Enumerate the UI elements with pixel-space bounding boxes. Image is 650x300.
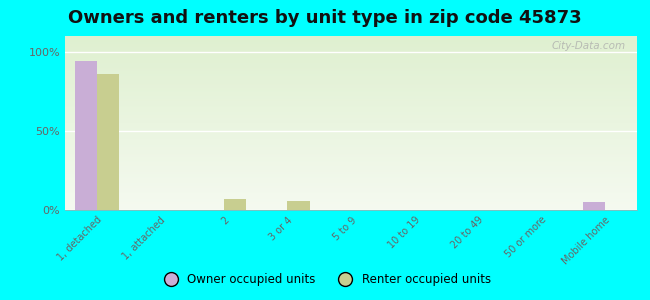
Bar: [97, 74, 119, 210]
Text: City-Data.com: City-Data.com: [551, 41, 625, 51]
Bar: [287, 200, 309, 210]
Text: Owners and renters by unit type in zip code 45873: Owners and renters by unit type in zip c…: [68, 9, 582, 27]
Bar: [583, 202, 605, 210]
Bar: [75, 61, 97, 210]
Bar: [224, 199, 246, 210]
Legend: Owner occupied units, Renter occupied units: Owner occupied units, Renter occupied un…: [154, 269, 496, 291]
